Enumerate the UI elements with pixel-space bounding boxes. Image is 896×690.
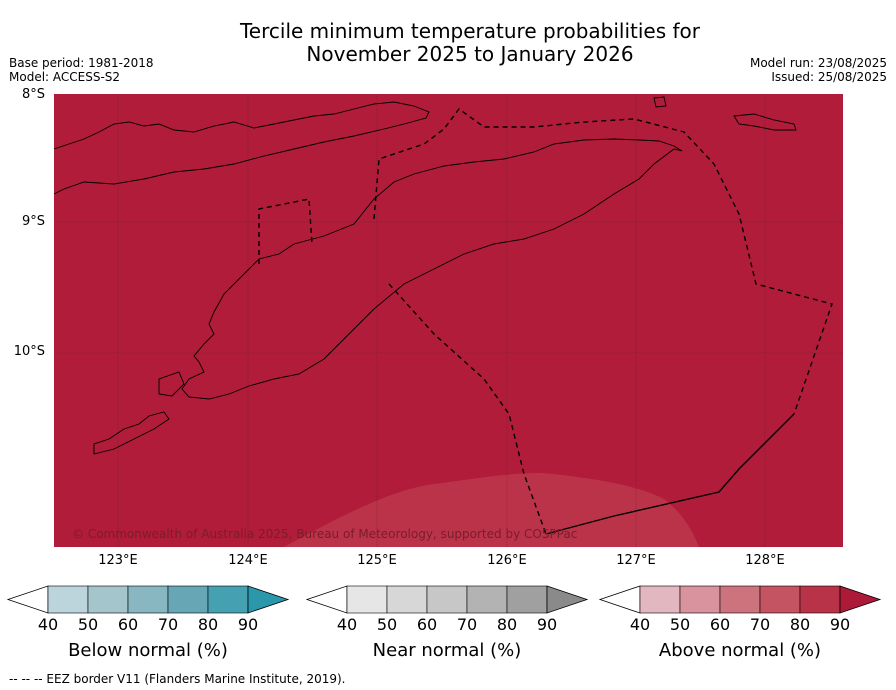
above-colorbar-tick: 80 [789, 615, 811, 634]
near-colorbar-segment [466, 585, 508, 614]
base-period-text: Base period: 1981-2018 [9, 56, 154, 70]
semau-island [158, 371, 185, 397]
lon-label-124e: 124°E [228, 553, 268, 568]
above-colorbar-tick: 70 [749, 615, 771, 634]
model-run-text: Model run: 23/08/2025 [749, 56, 887, 70]
above-colorbar-segment [639, 585, 681, 614]
gridlines [54, 94, 843, 547]
map-background [54, 94, 843, 547]
rote-island [93, 411, 170, 455]
eez-border-north [373, 108, 833, 415]
lat-label-8s: 8°S [21, 87, 45, 102]
near-normal-label: Near normal (%) [372, 640, 522, 661]
below-colorbar-tick: 40 [37, 615, 59, 634]
near-colorbar-segment [386, 585, 428, 614]
near-colorbar-tick: 60 [416, 615, 438, 634]
near-colorbar-tick: 80 [496, 615, 518, 634]
near-colorbar-segment [346, 585, 388, 614]
lat-label-9s: 9°S [21, 214, 45, 229]
near-colorbar-segment [506, 585, 548, 614]
lon-label-126e: 126°E [487, 553, 527, 568]
near-colorbar-tick: 50 [376, 615, 398, 634]
below-colorbar-segment [47, 585, 89, 614]
lon-label-125e: 125°E [357, 553, 397, 568]
below-colorbar-tick: 90 [237, 615, 259, 634]
above-colorbar-tick: 60 [709, 615, 731, 634]
above-colorbar-min-extend [598, 585, 641, 614]
small-island-east [733, 113, 797, 131]
model-text: Model: ACCESS-S2 [9, 70, 121, 84]
lon-label-128e: 128°E [745, 553, 785, 568]
below-colorbar-tick: 50 [77, 615, 99, 634]
title-line-2: November 2025 to January 2026 [306, 42, 634, 66]
wetar-island [54, 101, 430, 195]
above-colorbar-tick: 90 [829, 615, 851, 634]
above-colorbar-segment [759, 585, 801, 614]
above-colorbar-segment [719, 585, 761, 614]
above-normal-label: Above normal (%) [658, 640, 822, 661]
below-colorbar-tick: 60 [117, 615, 139, 634]
below-colorbar-segment [127, 585, 169, 614]
below-colorbar-segment [167, 585, 209, 614]
map-title: Tercile minimum temperature probabilitie… [0, 20, 896, 66]
below-colorbar-min-extend [6, 585, 49, 614]
eez-border-solid [545, 413, 795, 535]
above-colorbar-segment [679, 585, 721, 614]
below-colorbar-max-extend [247, 585, 290, 614]
lighter-probability-region [284, 473, 699, 547]
eez-border-west [258, 198, 313, 264]
below-colorbar-tick: 80 [197, 615, 219, 634]
near-colorbar-tick: 40 [336, 615, 358, 634]
eez-border-south [388, 283, 547, 535]
issued-text: Issued: 25/08/2025 [771, 70, 887, 84]
colorbars [6, 585, 882, 614]
near-colorbar-tick: 70 [456, 615, 478, 634]
near-colorbar-max-extend [546, 585, 589, 614]
above-colorbar-segment [799, 585, 841, 614]
eez-footnote: -- -- -- EEZ border V11 (Flanders Marine… [9, 672, 346, 686]
title-line-1: Tercile minimum temperature probabilitie… [239, 19, 701, 43]
small-island-top [653, 96, 667, 108]
above-colorbar-tick: 50 [669, 615, 691, 634]
above-colorbar-max-extend [839, 585, 882, 614]
meta-right: Model run: 23/08/2025 Issued: 25/08/2025 [750, 56, 887, 84]
above-colorbar-tick: 40 [629, 615, 651, 634]
below-colorbar-segment [207, 585, 249, 614]
probability-map: © Commonwealth of Australia 2025, Bureau… [54, 94, 843, 547]
lon-label-123e: 123°E [98, 553, 138, 568]
near-colorbar-tick: 90 [536, 615, 558, 634]
near-colorbar-segment [426, 585, 468, 614]
below-colorbar-segment [87, 585, 129, 614]
lon-label-127e: 127°E [616, 553, 656, 568]
below-colorbar-tick: 70 [157, 615, 179, 634]
copyright-text: © Commonwealth of Australia 2025, Bureau… [72, 527, 577, 541]
near-colorbar-min-extend [305, 585, 348, 614]
lat-label-10s: 10°S [13, 344, 45, 359]
below-normal-label: Below normal (%) [68, 640, 228, 661]
timor-coastline [181, 138, 683, 400]
meta-left: Base period: 1981-2018 Model: ACCESS-S2 [9, 56, 154, 84]
